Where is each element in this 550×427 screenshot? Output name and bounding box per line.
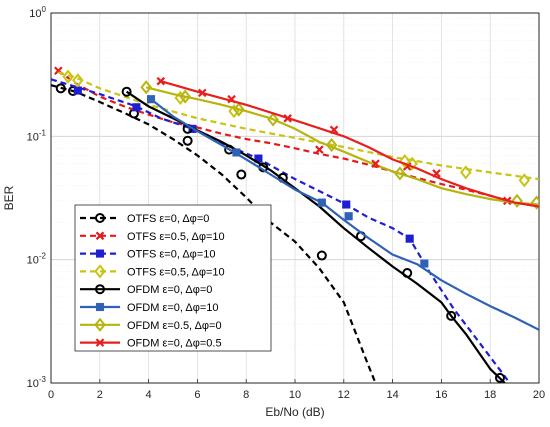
y-tick-label: 10-1 (27, 128, 47, 143)
series-7 (156, 76, 539, 208)
legend-marker (95, 213, 105, 223)
x-tick-label: 0 (48, 389, 54, 401)
data-point (146, 95, 156, 104)
legend-entry: OFDM ε=0, Δφ=0 (80, 284, 212, 296)
data-point (233, 102, 245, 117)
series-line (57, 69, 539, 208)
y-tick-label: 100 (29, 5, 46, 20)
data-point (530, 195, 539, 210)
x-tick-label: 4 (146, 389, 152, 401)
data-point (62, 69, 74, 84)
data-point (227, 94, 236, 104)
legend-entry: OTFS ε=0.5, Δφ=10 (80, 264, 225, 279)
data-point (140, 80, 152, 95)
legend-label: OFDM ε=0, Δφ=0 (127, 284, 212, 296)
data-point (132, 103, 141, 112)
legend-marker (95, 338, 105, 347)
legend-label: OTFS ε=0.5, Δφ=10 (127, 266, 225, 278)
data-point (402, 267, 413, 278)
legend-label: OFDM ε=0, Δφ=0.5 (127, 338, 222, 350)
data-point (460, 165, 472, 180)
series-line (150, 98, 539, 331)
data-point (198, 88, 207, 98)
legend-entry: OFDM ε=0, Δφ=10 (80, 302, 219, 314)
legend-entry: OFDM ε=0, Δφ=0.5 (80, 338, 222, 350)
legend-marker (95, 302, 105, 312)
data-point (446, 310, 457, 321)
y-axis-label: BER (2, 185, 16, 210)
data-point (371, 159, 380, 168)
x-tick-label: 2 (97, 389, 103, 401)
data-point (236, 169, 247, 180)
series-line (51, 78, 511, 383)
legend-entry: OTFS ε=0, Δφ=10 (80, 249, 215, 261)
x-tick-label: 18 (484, 389, 496, 401)
data-point (179, 89, 191, 104)
legend-label: OTFS ε=0, Δφ=10 (127, 249, 215, 261)
data-point (406, 156, 418, 171)
series-5 (146, 95, 539, 331)
data-point (283, 114, 292, 123)
x-tick-label: 14 (386, 389, 398, 401)
legend-label: OFDM ε=0.5, Δφ=0 (127, 320, 222, 332)
legend-entry: OFDM ε=0.5, Δφ=0 (80, 317, 222, 332)
series-6 (140, 80, 539, 210)
data-point (344, 212, 353, 221)
legend-marker (94, 264, 106, 279)
legend-entry: OTFS ε=0, Δφ=0 (80, 213, 209, 225)
legend-entry: OTFS ε=0.5, Δφ=10 (80, 231, 225, 243)
legend-marker (95, 231, 105, 241)
data-point (182, 135, 193, 146)
data-point (494, 372, 505, 383)
legend-label: OFDM ε=0, Δφ=10 (127, 302, 219, 314)
x-axis-label: Eb/No (dB) (265, 405, 324, 419)
series-line (57, 71, 539, 181)
data-point (405, 234, 414, 243)
data-point (73, 86, 82, 95)
legend-marker (94, 317, 106, 332)
data-point (432, 169, 441, 178)
x-tick-label: 20 (533, 389, 545, 401)
data-point (267, 112, 279, 127)
data-point (399, 154, 411, 169)
legend: OTFS ε=0, Δφ=0 OTFS ε=0.5, Δφ=10 OTFS ε=0,… (74, 204, 272, 352)
legend-box (74, 204, 272, 352)
data-point (342, 200, 351, 209)
series-line (145, 86, 539, 206)
data-point (329, 125, 339, 135)
data-point (325, 137, 338, 153)
data-point (511, 193, 523, 208)
data-point (156, 76, 166, 86)
data-point (232, 148, 241, 157)
legend-marker (95, 249, 105, 258)
data-point (72, 73, 84, 88)
legend-label: OTFS ε=0, Δφ=0 (127, 213, 209, 225)
data-point (121, 86, 132, 97)
tick-labels: 0 2 4 6 8 10 12 14 16 18 20 10-3 10-2 10-1 100 (27, 5, 546, 401)
x-tick-label: 16 (435, 389, 447, 401)
data-point (55, 83, 66, 94)
y-tick-label: 10-2 (27, 252, 47, 267)
plot-area-frame (50, 12, 540, 384)
series-line (51, 84, 377, 383)
data-point (518, 173, 531, 188)
x-tick-label: 12 (338, 389, 350, 401)
y-tick-label: 10-3 (27, 375, 47, 390)
x-tick-label: 8 (243, 389, 249, 401)
data-point (394, 166, 406, 181)
x-tick-label: 6 (194, 389, 200, 401)
data-point (317, 198, 326, 207)
series-3 (57, 69, 539, 188)
legend-marker (95, 284, 105, 295)
data-point (315, 145, 324, 154)
data-point (420, 259, 429, 268)
x-tick-label: 10 (289, 389, 301, 401)
series-line (160, 80, 539, 208)
data-point (316, 250, 327, 261)
series-layer (51, 66, 539, 383)
legend-label: OTFS ε=0.5, Δφ=10 (127, 231, 225, 243)
